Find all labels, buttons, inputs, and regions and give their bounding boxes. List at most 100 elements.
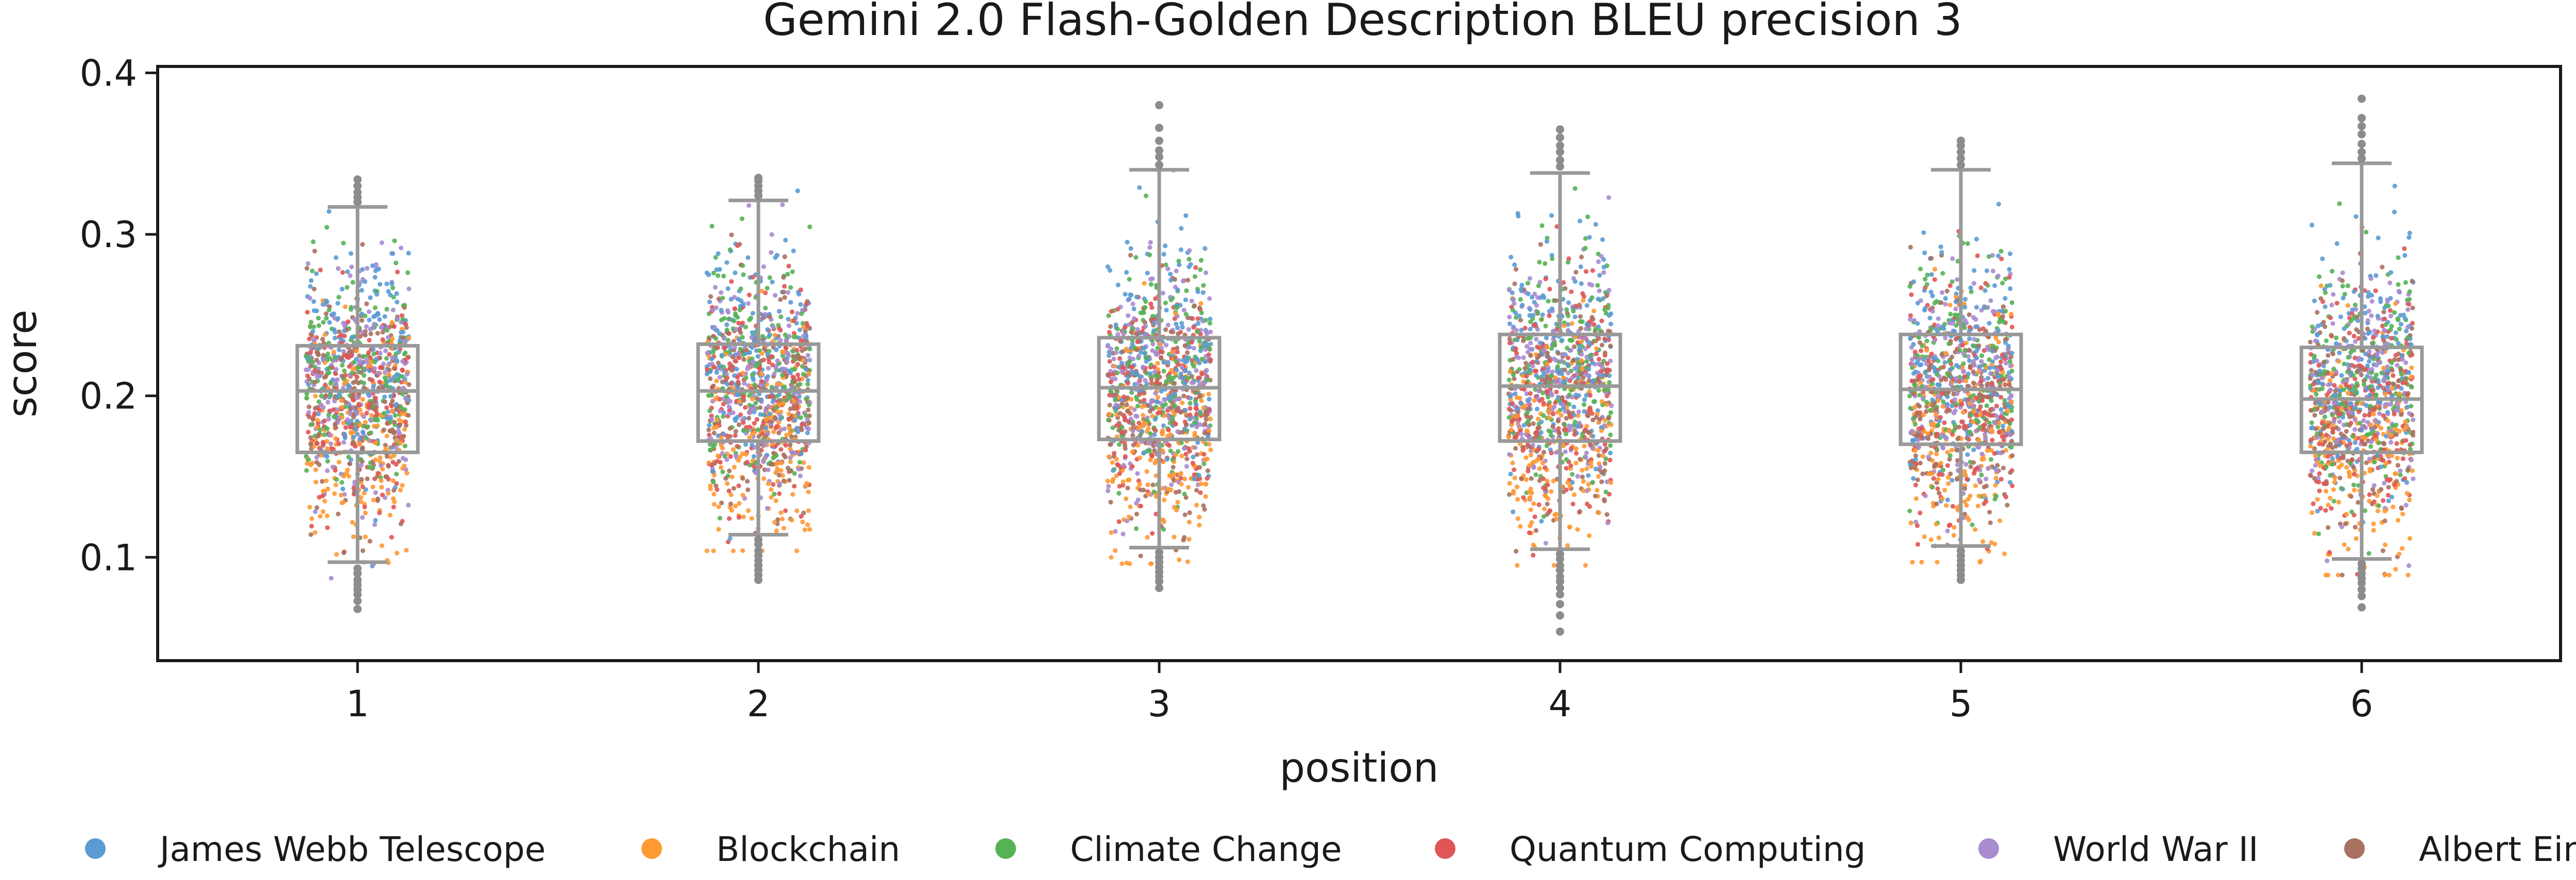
strip-point [736,336,741,341]
strip-point [1599,428,1604,433]
strip-point [1182,446,1187,451]
strip-point [1575,527,1580,532]
strip-point [1919,348,1924,353]
strip-point [1599,399,1604,404]
strip-point [743,405,748,410]
strip-point [1561,352,1566,357]
strip-point [1551,411,1556,417]
strip-point [1205,468,1211,473]
strip-point [773,470,778,475]
strip-point [359,318,365,323]
strip-point [1521,355,1526,360]
strip-point [785,359,790,365]
strip-point [1596,379,1601,384]
strip-point [1194,356,1199,362]
strip-point [777,402,782,407]
strip-point [800,321,805,326]
strip-point [1205,377,1210,383]
strip-point [1935,486,1940,491]
strip-point [1587,342,1592,347]
strip-point [1106,417,1111,423]
strip-point [372,305,378,310]
strip-point [1143,324,1148,329]
strip-point [1588,460,1594,465]
strip-point [1144,469,1149,474]
strip-point [733,429,738,434]
strip-point [406,286,412,291]
strip-point [1160,517,1165,522]
strip-point [1202,430,1207,436]
strip-point [717,515,722,521]
strip-point [750,310,755,316]
strip-point [770,393,775,399]
strip-point [724,433,730,439]
strip-point [1545,502,1550,507]
strip-point [397,422,403,427]
strip-point [1198,257,1204,263]
strip-point [757,366,762,371]
strip-point [1155,374,1160,379]
strip-point [368,430,374,436]
strip-point [327,307,332,313]
strip-point [1517,395,1522,401]
strip-point [1546,299,1551,304]
strip-point [406,251,411,256]
strip-point [710,334,716,339]
strip-point [798,382,803,387]
strip-point [1531,553,1536,558]
strip-point [1584,303,1589,308]
strip-point [398,521,403,527]
strip-point [1127,322,1132,327]
strip-point [1196,375,1201,381]
strip-point [360,445,365,451]
strip-point [1182,407,1188,413]
strip-point [1573,460,1579,465]
strip-point [331,446,336,452]
strip-point [711,473,717,478]
strip-point [1580,366,1585,371]
strip-point [394,481,399,486]
strip-point [741,357,747,362]
strip-point [345,355,350,360]
strip-point [342,333,347,339]
strip-point [1193,265,1198,270]
strip-point [392,453,397,458]
strip-point [1970,522,1975,527]
strip-point [1526,336,1531,341]
strip-point [1915,542,1921,547]
strip-point [771,429,776,435]
strip-point [339,480,345,485]
strip-point [1577,509,1583,514]
strip-point [1531,465,1536,470]
strip-point [792,471,797,476]
strip-point [727,536,733,541]
strip-point [373,457,378,462]
strip-point [358,499,363,504]
strip-point [1940,271,1945,276]
strip-point [1198,481,1204,487]
strip-point [798,415,803,420]
strip-point [1549,213,1554,218]
strip-point [1601,265,1606,270]
strip-point [803,329,808,334]
strip-point [346,319,351,324]
strip-point [1171,464,1176,470]
strip-point [325,439,330,444]
strip-point [1515,516,1520,521]
strip-point [343,425,348,430]
strip-point [389,320,395,325]
strip-point [1973,483,1978,488]
strip-point [308,284,313,289]
strip-point [354,411,360,416]
strip-point [2008,364,2013,369]
strip-point [1136,425,1141,430]
strip-point [378,463,384,468]
strip-point [747,393,752,398]
strip-point [1584,451,1589,456]
strip-point [1516,355,1521,360]
strip-point [307,415,312,420]
strip-point [375,331,380,336]
strip-point [1184,422,1189,427]
strip-point [1531,460,1536,465]
strip-point [355,432,360,437]
